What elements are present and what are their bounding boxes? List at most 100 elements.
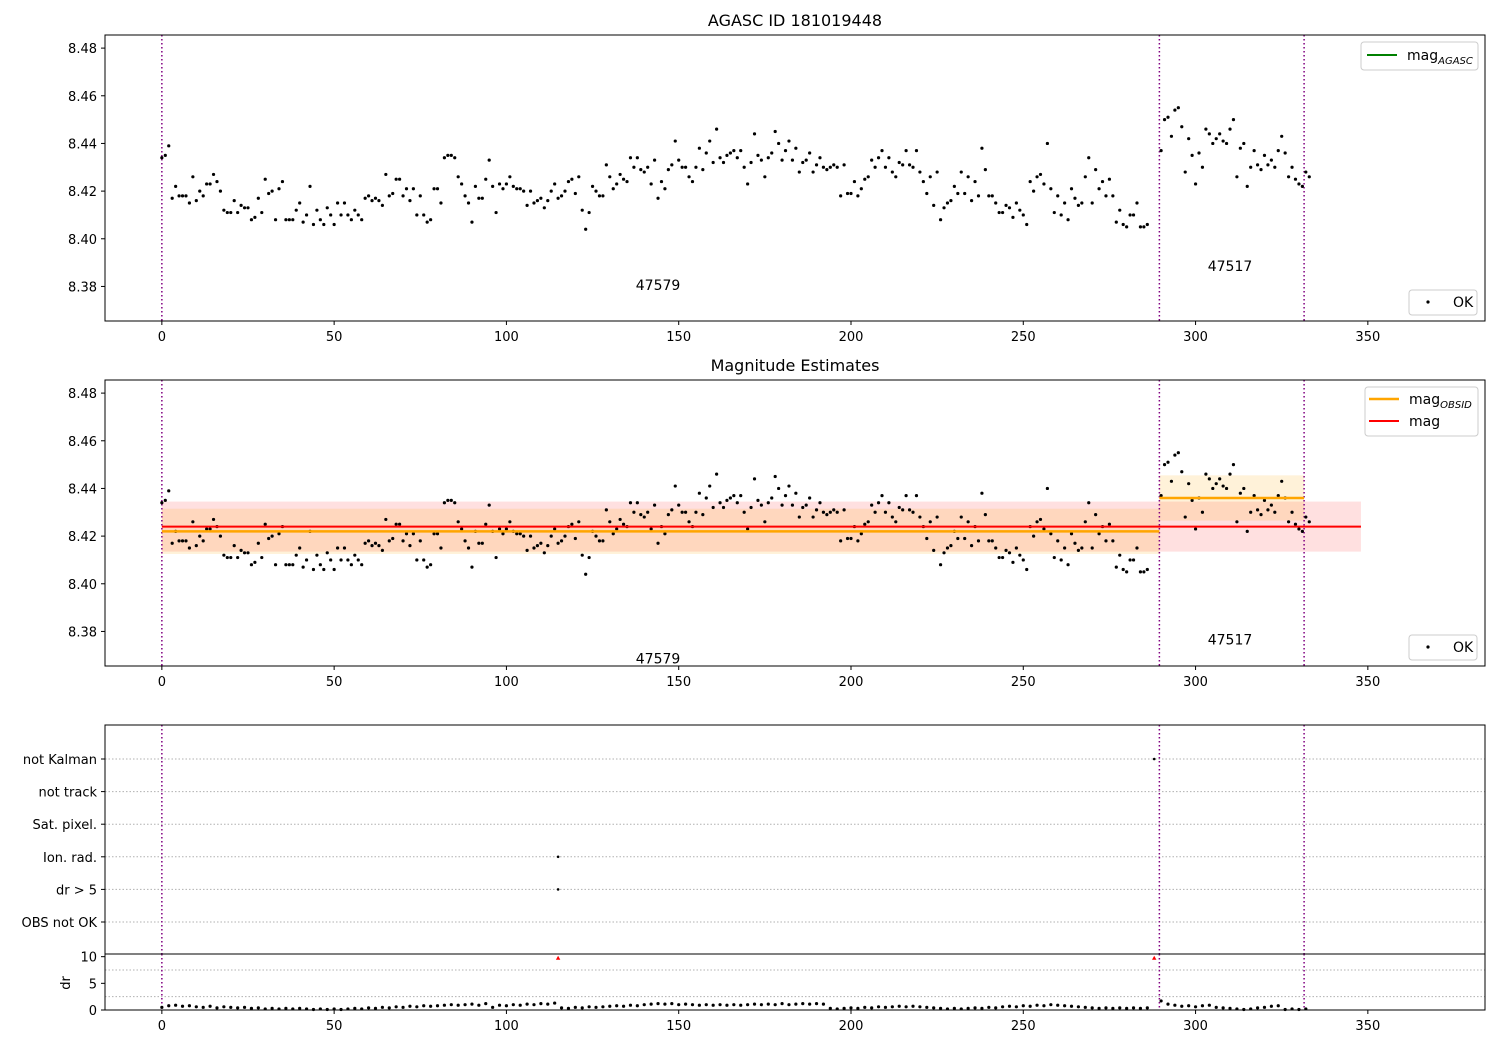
y-tick-label: 8.38 <box>68 625 97 640</box>
data-point <box>1180 125 1184 129</box>
data-point <box>356 558 360 562</box>
data-point <box>1166 1002 1170 1006</box>
data-point <box>511 184 515 188</box>
data-point <box>925 536 929 541</box>
data-point <box>463 194 467 198</box>
flag-label: dr > 5 <box>56 883 97 898</box>
data-point <box>801 160 805 165</box>
data-point <box>921 179 925 184</box>
data-point <box>794 146 798 150</box>
data-point <box>649 182 653 186</box>
data-point <box>1245 184 1249 188</box>
data-point <box>966 520 970 524</box>
data-point <box>1094 168 1098 172</box>
data-point <box>670 508 674 512</box>
data-point <box>1104 539 1108 543</box>
data-point <box>938 563 943 567</box>
x-tick-label: 350 <box>1355 675 1380 690</box>
data-point <box>742 165 746 169</box>
data-point <box>1128 558 1132 562</box>
data-point <box>1286 520 1291 524</box>
flag-point <box>1152 757 1156 761</box>
data-point <box>1180 470 1184 474</box>
data-point <box>597 539 602 543</box>
dr-outlier-marker <box>555 955 561 960</box>
data-point <box>818 501 822 505</box>
legend-upper: magOBSID mag <box>1364 386 1479 437</box>
data-point <box>601 539 605 543</box>
data-point <box>456 175 460 179</box>
data-point <box>532 201 536 205</box>
data-point <box>801 505 805 510</box>
data-point <box>1276 1004 1280 1008</box>
data-point <box>1273 165 1277 169</box>
data-point <box>449 153 453 157</box>
data-point <box>621 1004 626 1008</box>
data-point <box>849 1006 853 1010</box>
data-point <box>494 555 498 560</box>
data-point <box>777 486 781 491</box>
data-point <box>398 522 402 526</box>
data-point <box>780 158 784 162</box>
data-point <box>956 191 960 196</box>
data-point <box>1262 153 1267 157</box>
data-point <box>1080 546 1084 550</box>
data-point <box>394 177 398 181</box>
data-point <box>994 1006 998 1010</box>
data-point <box>1001 1005 1005 1009</box>
data-point <box>415 558 419 562</box>
data-point <box>322 222 326 227</box>
data-point <box>945 546 950 550</box>
data-point <box>325 551 329 555</box>
data-point <box>932 203 936 208</box>
data-point <box>270 189 274 193</box>
data-point <box>635 1004 639 1008</box>
data-point <box>1228 472 1232 476</box>
data-point <box>425 565 429 569</box>
data-point <box>184 539 188 543</box>
data-point <box>370 199 374 203</box>
data-point <box>1293 522 1298 526</box>
data-point <box>394 1005 398 1009</box>
data-point <box>894 520 898 524</box>
data-point <box>429 563 433 567</box>
data-point <box>473 184 478 188</box>
data-point <box>335 546 340 550</box>
data-point <box>515 187 519 191</box>
data-point <box>549 189 553 193</box>
data-point <box>708 139 712 143</box>
data-point <box>711 1003 715 1007</box>
legend-ok-label: OK <box>1453 295 1474 311</box>
data-point <box>1283 1007 1287 1012</box>
data-point <box>1180 1004 1184 1008</box>
data-point <box>787 1003 791 1007</box>
data-point <box>1138 1006 1143 1011</box>
data-point <box>1104 194 1108 198</box>
data-point <box>177 194 181 198</box>
data-point <box>818 156 822 160</box>
data-point <box>870 503 874 507</box>
data-point <box>1049 532 1053 536</box>
data-point <box>446 498 450 502</box>
data-point <box>969 199 974 203</box>
data-point <box>801 1002 805 1006</box>
data-point <box>232 199 236 203</box>
data-point <box>901 508 905 512</box>
data-point <box>339 213 343 217</box>
data-point <box>449 498 453 502</box>
data-point <box>663 532 667 536</box>
data-point <box>339 1007 343 1012</box>
data-point <box>270 1006 274 1011</box>
data-point <box>866 175 870 179</box>
data-point <box>553 1001 557 1005</box>
data-point <box>811 515 815 519</box>
flag-point <box>556 855 560 859</box>
data-point <box>1221 1006 1225 1010</box>
data-point <box>463 1003 467 1007</box>
data-point <box>535 199 540 203</box>
data-point <box>1249 510 1253 514</box>
data-point <box>380 203 384 208</box>
data-point <box>711 505 715 510</box>
data-point <box>656 1002 660 1006</box>
dr-panel: 0 50 100 150 200 250 300 350 0 5 10 dr <box>59 951 1486 1034</box>
